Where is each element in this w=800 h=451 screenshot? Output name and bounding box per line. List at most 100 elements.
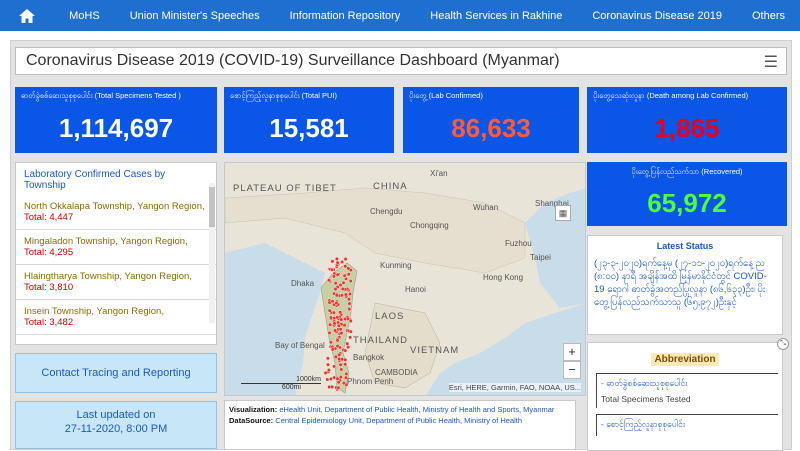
case-marker[interactable] <box>347 301 352 306</box>
case-marker[interactable] <box>346 272 351 277</box>
case-marker[interactable] <box>327 330 332 335</box>
case-marker[interactable] <box>337 352 342 357</box>
case-marker[interactable] <box>332 364 337 369</box>
hamburger-menu-icon[interactable]: ☰ <box>763 54 778 71</box>
case-marker[interactable] <box>343 257 348 262</box>
map-zoom-in-button[interactable]: + <box>563 343 581 361</box>
panel-resize-icon[interactable]: ⤡ <box>777 338 789 350</box>
nav-coronavirus-disease[interactable]: Coronavirus Disease 2019 <box>592 9 722 22</box>
case-marker[interactable] <box>338 375 343 380</box>
case-marker[interactable] <box>328 315 333 320</box>
township-name: North Okkalapa Township, Yangon Region, <box>24 201 205 212</box>
case-marker[interactable] <box>333 281 338 286</box>
case-marker[interactable] <box>336 380 341 385</box>
case-marker[interactable] <box>334 300 339 305</box>
nav-mohs[interactable]: MoHS <box>69 9 100 22</box>
case-marker[interactable] <box>338 327 343 332</box>
case-marker[interactable] <box>336 323 341 328</box>
case-marker[interactable] <box>339 293 344 298</box>
case-marker[interactable] <box>332 375 337 380</box>
case-marker[interactable] <box>343 375 348 380</box>
case-marker[interactable] <box>345 316 350 321</box>
nav-union-minister-speeches[interactable]: Union Minister's Speeches <box>129 9 260 22</box>
case-marker[interactable] <box>348 278 353 283</box>
case-marker[interactable] <box>338 362 343 367</box>
case-marker[interactable] <box>335 260 340 265</box>
case-marker[interactable] <box>323 370 328 375</box>
case-marker[interactable] <box>343 348 348 353</box>
case-marker[interactable] <box>344 371 349 376</box>
contact-tracing-button[interactable]: Contact Tracing and Reporting <box>15 353 217 393</box>
case-marker[interactable] <box>343 292 348 297</box>
case-marker[interactable] <box>325 356 330 361</box>
case-marker[interactable] <box>338 310 343 315</box>
case-marker[interactable] <box>348 335 353 340</box>
case-marker[interactable] <box>332 321 337 326</box>
list-item[interactable]: Mingaladon Township, Yangon Region, Tota… <box>16 230 216 265</box>
home-button[interactable] <box>0 0 54 31</box>
case-marker[interactable] <box>340 259 345 264</box>
case-marker[interactable] <box>348 329 353 334</box>
case-marker[interactable] <box>335 338 340 343</box>
case-marker[interactable] <box>346 266 351 271</box>
case-marker[interactable] <box>341 280 346 285</box>
case-marker[interactable] <box>335 376 340 381</box>
case-marker[interactable] <box>343 264 348 269</box>
case-marker[interactable] <box>330 267 335 272</box>
case-marker[interactable] <box>342 323 347 328</box>
case-marker[interactable] <box>330 384 335 389</box>
case-marker[interactable] <box>348 318 353 323</box>
list-scrollbar-thumb[interactable] <box>209 187 215 227</box>
case-marker[interactable] <box>333 287 338 292</box>
case-marker[interactable] <box>343 362 348 367</box>
case-marker[interactable] <box>339 367 344 372</box>
case-marker[interactable] <box>325 377 330 382</box>
case-marker[interactable] <box>342 273 347 278</box>
case-marker[interactable] <box>334 293 339 298</box>
case-marker[interactable] <box>340 286 345 291</box>
case-marker[interactable] <box>334 256 339 261</box>
case-marker[interactable] <box>333 328 338 333</box>
case-marker[interactable] <box>330 259 335 264</box>
map-view[interactable]: PLATEAU OF TIBET CHINA Xi'an Chengdu Cho… <box>224 162 586 396</box>
list-item[interactable]: North Okkalapa Township, Yangon Region, … <box>16 195 216 230</box>
case-marker[interactable] <box>335 344 340 349</box>
case-marker[interactable] <box>330 347 335 352</box>
case-marker[interactable] <box>346 345 351 350</box>
list-item[interactable]: Hlaingtharya Township, Yangon Region, To… <box>16 265 216 300</box>
case-marker[interactable] <box>326 368 331 373</box>
map-zoom-out-button[interactable]: − <box>563 361 581 379</box>
case-marker[interactable] <box>345 341 350 346</box>
case-marker[interactable] <box>333 354 338 359</box>
case-marker[interactable] <box>335 315 340 320</box>
case-marker[interactable] <box>326 278 331 283</box>
case-marker[interactable] <box>336 320 341 325</box>
case-marker[interactable] <box>343 357 348 362</box>
case-marker[interactable] <box>328 376 333 381</box>
case-marker[interactable] <box>331 310 336 315</box>
case-marker[interactable] <box>347 306 352 311</box>
case-marker[interactable] <box>341 381 346 386</box>
case-marker[interactable] <box>339 317 344 322</box>
list-item[interactable]: Insein Township, Yangon Region, Total: 3… <box>16 300 216 335</box>
map-label-dhaka: Dhaka <box>291 279 315 288</box>
case-marker[interactable] <box>328 340 333 345</box>
list-scrollbar[interactable] <box>209 183 215 323</box>
case-marker[interactable] <box>328 322 333 327</box>
case-marker[interactable] <box>330 299 335 304</box>
stat-lab-confirmed: ပိုးတွေ့ (Lab Confirmed) 86,633 <box>403 87 579 153</box>
case-marker[interactable] <box>338 282 343 287</box>
case-marker[interactable] <box>346 297 351 302</box>
case-marker[interactable] <box>325 362 330 367</box>
map-extent-icon[interactable]: ▦ <box>555 205 571 221</box>
case-marker[interactable] <box>335 272 340 277</box>
case-marker[interactable] <box>331 274 336 279</box>
nav-others[interactable]: Others <box>751 9 785 22</box>
case-marker[interactable] <box>336 385 341 390</box>
case-marker[interactable] <box>339 331 344 336</box>
case-marker[interactable] <box>327 308 332 313</box>
nav-information-repository[interactable]: Information Repository <box>289 9 401 22</box>
nav-health-services-rakhine[interactable]: Health Services in Rakhine <box>430 9 563 22</box>
abbreviation-row: - ဓာတ်ခွဲစစ်ဆေးသူစုစုပေါင်း Total Specim… <box>596 373 778 408</box>
case-marker[interactable] <box>347 291 352 296</box>
